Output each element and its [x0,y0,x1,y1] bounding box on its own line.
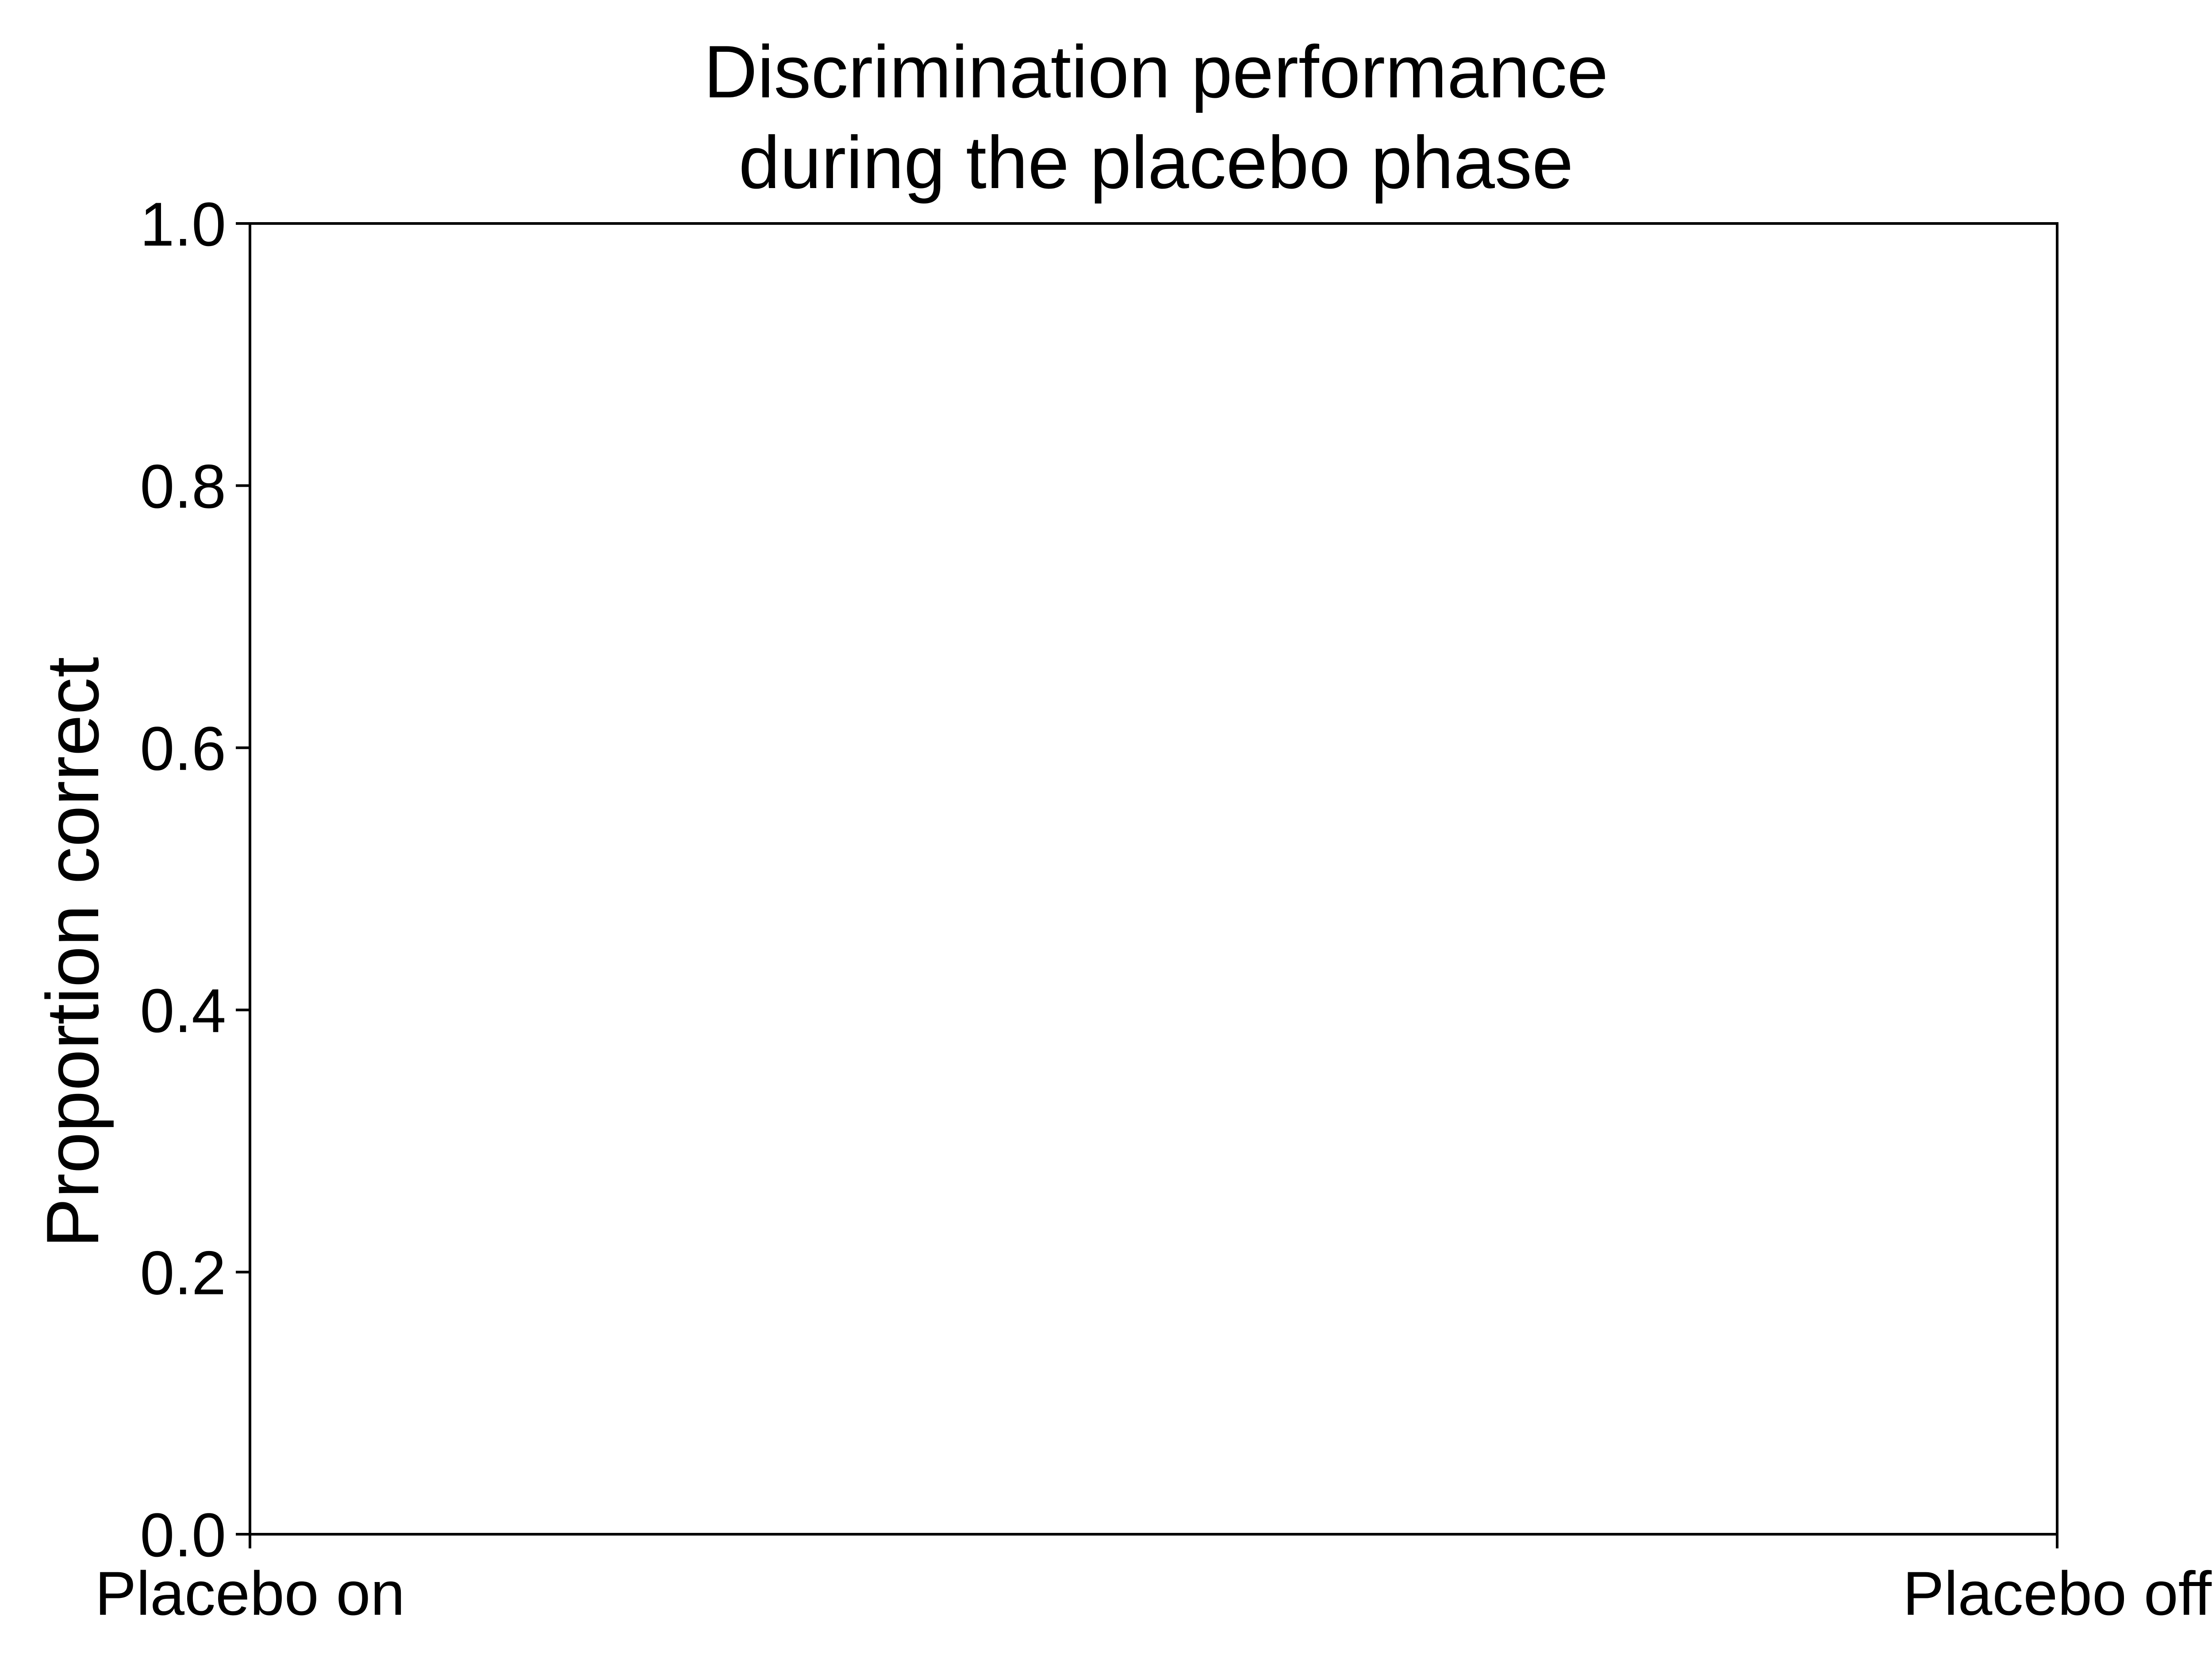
y-tick-label: 0.6 [140,714,226,783]
y-tick-label: 1.0 [140,189,226,259]
x-tick-label: Placebo off [1903,1559,2212,1628]
y-axis-ticks: 0.0 0.2 0.4 0.6 0.8 1.0 [140,189,250,1570]
y-tick-label: 0.8 [140,451,226,521]
y-tick-label: 0.4 [140,976,226,1045]
chart-title-line-1: Discrimination performance [704,30,1609,113]
y-tick-label: 0.2 [140,1238,226,1308]
x-axis-ticks: Placebo on Placebo off [95,1534,2212,1628]
chart-title-line-2: during the placebo phase [739,121,1574,204]
plot-area-frame [249,222,2058,1536]
y-tick-label: 0.0 [140,1500,226,1570]
x-tick-label: Placebo on [95,1559,405,1628]
y-axis-label: Proportion correct [31,657,114,1247]
